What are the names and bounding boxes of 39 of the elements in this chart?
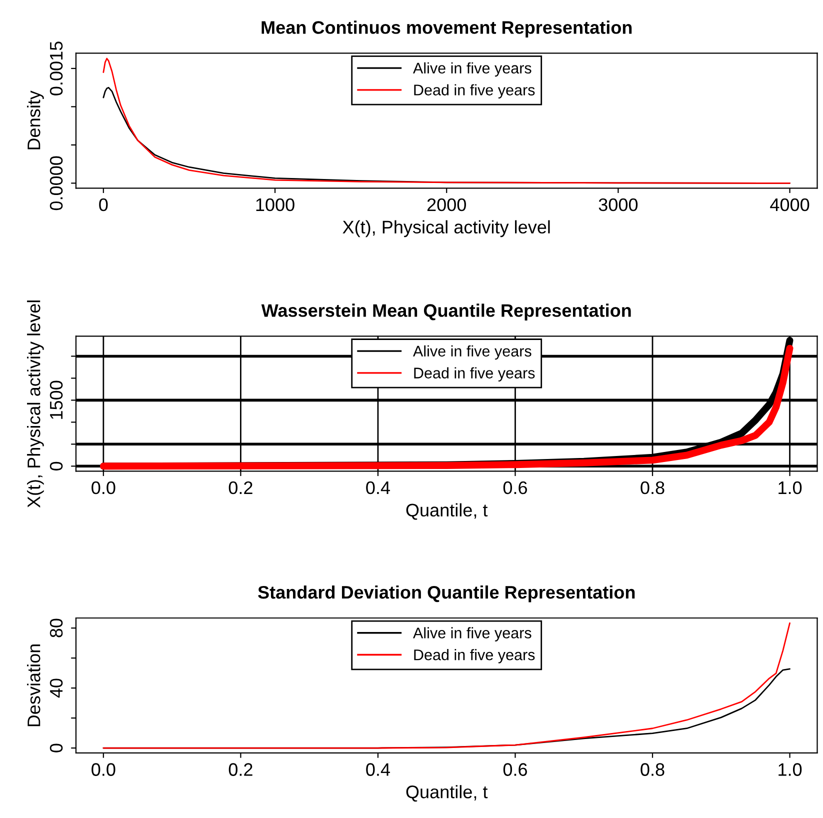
x-tick-label: 3000 — [598, 198, 638, 212]
y-tick-label: 80 — [50, 618, 63, 638]
y-axis-title: X(t), Physical activity level — [27, 300, 44, 508]
x-tick-label: 1.0 — [778, 481, 802, 494]
legend-label: Dead in five years — [414, 84, 535, 98]
chart-title: Standard Deviation Quantile Representation — [258, 585, 635, 602]
x-axis-title: X(t), Physical activity level — [342, 220, 550, 238]
x-axis-title: Quantile, t — [406, 503, 488, 520]
legend-label: Alive in five years — [412, 62, 532, 77]
y-tick-label: 40 — [50, 678, 63, 698]
legend-label: Alive in five years — [412, 627, 532, 642]
legend-label: Dead in five years — [414, 649, 535, 664]
x-tick-label: 0.0 — [92, 481, 116, 494]
x-tick-label: 2000 — [427, 198, 466, 212]
x-tick-label: 0.6 — [503, 481, 527, 494]
y-tick-label: 0.0015 — [50, 42, 63, 96]
legend-label: Dead in five years — [414, 367, 535, 382]
x-tick-label: 0.6 — [503, 763, 527, 776]
x-tick-label: 0.2 — [228, 481, 252, 494]
x-tick-label: 0.2 — [228, 763, 252, 776]
y-tick-label: 1500 — [50, 380, 63, 419]
chart-title: Mean Continuos movement Representation — [262, 20, 632, 38]
y-axis-title: Desviation — [27, 644, 40, 726]
x-tick-label: 0.4 — [366, 763, 390, 776]
x-tick-label: 0.8 — [640, 481, 664, 494]
x-tick-label: 1000 — [256, 198, 294, 212]
x-tick-label: 0.8 — [640, 763, 664, 776]
x-tick-label: 0 — [99, 198, 108, 212]
y-tick-label: 0 — [50, 462, 63, 470]
chart-title: Wasserstein Mean Quantile Representation — [261, 304, 631, 320]
x-tick-label: 0.4 — [366, 481, 390, 494]
x-axis-title: Quantile, t — [406, 785, 488, 802]
y-axis-title: Density — [27, 90, 44, 150]
x-tick-label: 4000 — [770, 198, 810, 212]
y-tick-label: 0.0000 — [50, 156, 63, 210]
x-tick-label: 1.0 — [778, 763, 802, 776]
y-tick-label: 0 — [50, 744, 63, 752]
x-tick-label: 0.0 — [92, 763, 116, 776]
legend-label: Alive in five years — [412, 345, 532, 360]
